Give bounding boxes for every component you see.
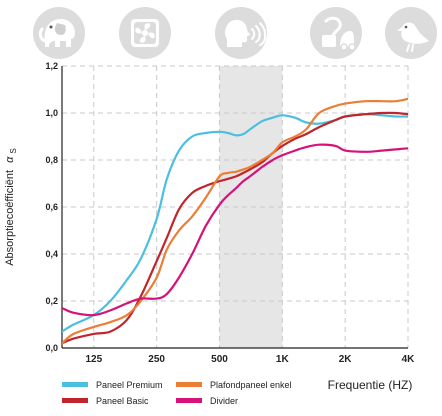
y-tick-label-0-4: 0,4 [45,249,58,259]
x-tick-label-2k: 2K [339,354,353,365]
y-tick-label-0-0: 0,0 [45,343,58,353]
speaking-head-icon [215,7,267,59]
y-tick-label-0-8: 0,8 [45,155,58,165]
legend-swatch-paneel-basic [62,398,88,403]
legend-label-paneel-basic: Paneel Basic [96,396,149,406]
grid-layer [62,65,409,348]
x-tick-label-125: 125 [85,354,102,365]
y-axis-title-symbol: α [4,156,16,163]
y-tick-label-1-2: 1,2 [45,61,58,71]
legend-swatch-paneel-premium [62,382,88,387]
series-line-divider [62,143,408,317]
vacuum-cleaner-icon [310,7,362,59]
y-tick-label-0-2: 0,2 [45,296,58,306]
icon-row [33,7,437,59]
x-tick-label-250: 250 [148,354,165,365]
svg-text:Absorptiecoëfficiënt α: Absorptiecoëfficiënt α S [4,148,18,266]
y-tick-label-0-6: 0,6 [45,202,58,212]
legend-label-plafondpaneel-enkel: Plafondpaneel enkel [210,380,292,390]
legend-item-divider: Divider [176,396,238,406]
y-tick-label-1-0: 1,0 [45,108,58,118]
fan-icon [119,7,171,59]
y-axis-title-text: Absorptiecoëfficiënt [4,170,16,266]
legend-label-divider: Divider [210,396,238,406]
axis-layer: 0,0 0,2 0,4 0,6 0,8 1,0 1,2 125 250 500 1K 2K 4K [45,61,415,365]
x-axis-title: Frequentie (HZ) [328,378,413,392]
legend-swatch-divider [176,398,202,403]
x-tick-label-4k: 4K [402,354,416,365]
legend: Paneel Premium Paneel Basic Plafondpanee… [62,380,292,406]
y-axis-title-subscript: S [9,148,18,153]
y-axis-title: Absorptiecoëfficiënt α S [4,148,18,266]
legend-item-paneel-premium: Paneel Premium [62,380,163,390]
legend-label-paneel-premium: Paneel Premium [96,380,163,390]
x-tick-label-500: 500 [211,354,228,365]
legend-swatch-plafondpaneel-enkel [176,382,202,387]
series-line-plafondpaneel-enkel [62,97,408,345]
legend-item-plafondpaneel-enkel: Plafondpaneel enkel [176,380,292,390]
x-tick-label-1k: 1K [276,354,290,365]
bird-icon [385,7,437,59]
legend-item-paneel-basic: Paneel Basic [62,396,149,406]
series-layer [62,97,408,345]
elephant-icon [33,7,85,59]
